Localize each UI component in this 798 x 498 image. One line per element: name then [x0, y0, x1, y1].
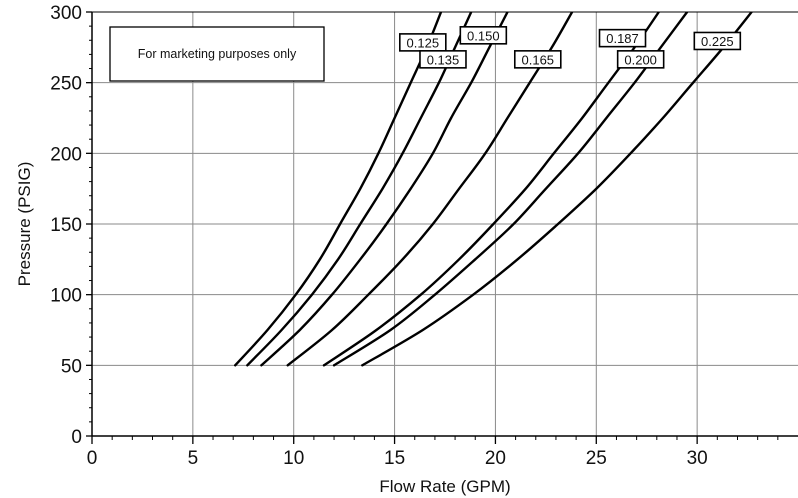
series-line-3: [286, 12, 574, 367]
curve-label-box: [598, 28, 647, 48]
y-axis-title: Pressure (PSIG): [15, 162, 34, 287]
y-tick-label: 100: [50, 286, 82, 307]
series-line-5: [332, 12, 689, 367]
series-line-2: [260, 12, 509, 367]
y-tick-label: 0: [71, 427, 82, 448]
series-line-1: [246, 12, 473, 367]
annotation-text: For marketing purposes only: [138, 47, 297, 61]
curve-label-text: 0.150: [467, 28, 500, 43]
curve-label-4: 0.187: [598, 28, 647, 48]
x-tick-label: 5: [188, 448, 199, 469]
x-tick-label: 15: [384, 448, 405, 469]
curve-label-1: 0.135: [419, 50, 467, 69]
curve-label-box: [459, 26, 508, 45]
curve-label-box: [616, 50, 665, 69]
curve-label-0: 0.125: [399, 33, 447, 52]
axis-ticks: [86, 11, 779, 444]
curve-label-text: 0.125: [407, 35, 440, 50]
series-line-4: [322, 12, 660, 367]
y-tick-label: 50: [61, 356, 82, 377]
y-tick-label: 250: [50, 74, 82, 95]
curve-label-box: [419, 50, 467, 69]
curve-layer: [234, 12, 753, 367]
curve-label-text: 0.200: [624, 52, 657, 67]
curve-labels: 0.125 0.135 0.150 0.165 0.187 0.200 0.225: [399, 26, 742, 69]
curve-label-5: 0.200: [616, 50, 665, 69]
series-line-0: [234, 12, 443, 367]
y-tick-label: 300: [50, 3, 82, 24]
x-tick-label: 0: [87, 448, 98, 469]
y-tick-label: 150: [50, 215, 82, 236]
curve-label-box: [513, 50, 562, 69]
curve-label-box: [693, 31, 742, 51]
annotation-box: For marketing purposes only: [109, 26, 325, 82]
curve-label-text: 0.187: [606, 31, 639, 46]
curve-label-6: 0.225: [693, 31, 742, 51]
x-tick-label: 25: [586, 448, 607, 469]
y-tick-label: 200: [50, 144, 82, 165]
curve-label-2: 0.150: [459, 26, 508, 45]
x-tick-label: 30: [687, 448, 708, 469]
curve-label-3: 0.165: [513, 50, 562, 69]
grid-lines: [92, 12, 798, 436]
series-line-6: [361, 12, 753, 367]
curve-label-text: 0.165: [522, 52, 555, 67]
x-tick-label: 10: [283, 448, 304, 469]
x-tick-label: 20: [485, 448, 506, 469]
curve-label-text: 0.135: [427, 52, 460, 67]
x-axis-title: Flow Rate (GPM): [379, 477, 510, 496]
curve-label-text: 0.225: [701, 34, 734, 49]
